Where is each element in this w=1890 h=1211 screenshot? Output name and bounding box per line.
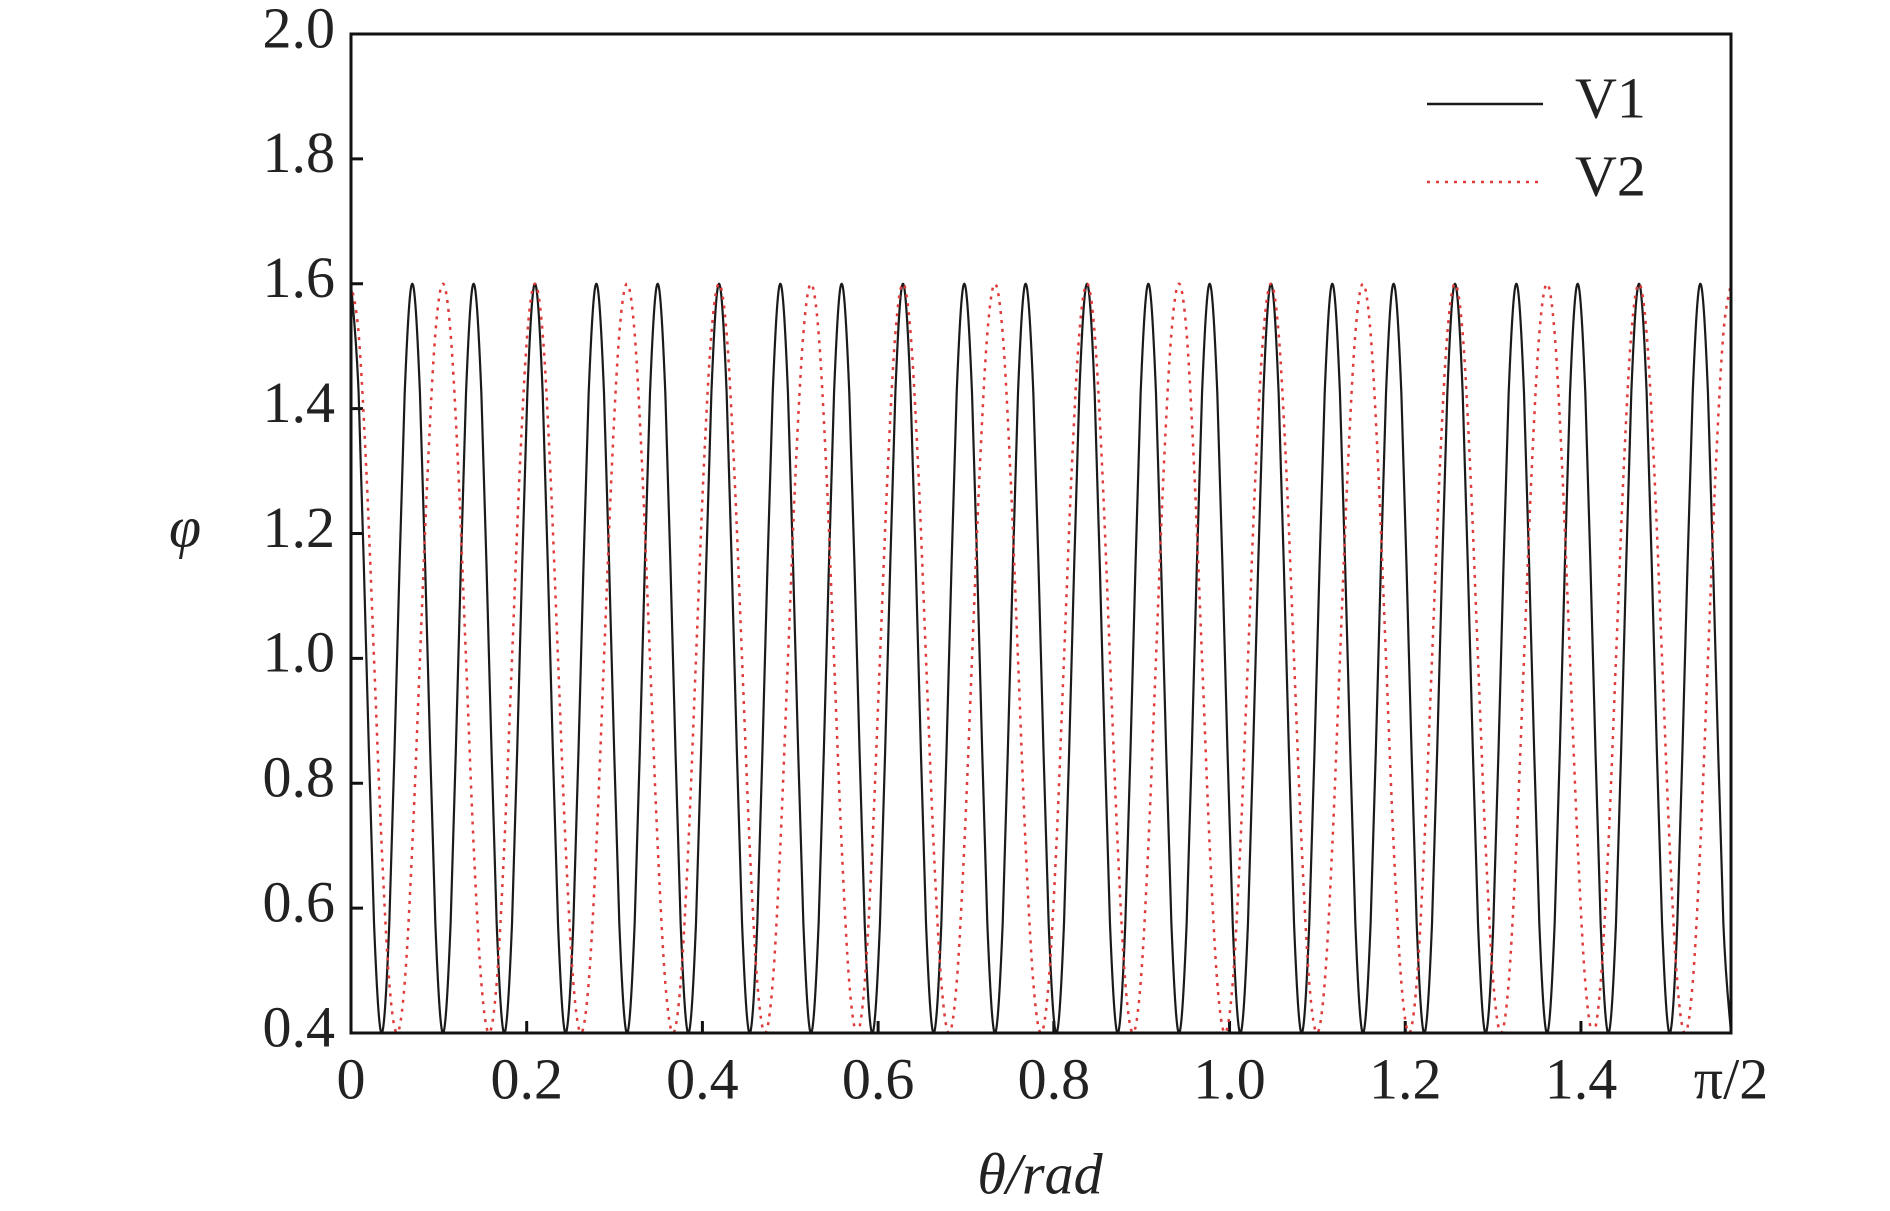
plot-area — [351, 282, 1731, 1033]
x-tick-label: 1.4 — [1545, 1046, 1618, 1111]
x-tick-label: 0.4 — [666, 1046, 739, 1111]
x-tick-label: 0.2 — [490, 1046, 563, 1111]
x-axis-title: θ/rad — [977, 1141, 1103, 1206]
y-tick-label: 1.6 — [263, 245, 336, 310]
y-tick-label: 0.8 — [263, 745, 336, 810]
y-tick-label: 1.4 — [263, 370, 336, 435]
legend-label: V2 — [1575, 143, 1646, 208]
y-tick-label: 1.2 — [263, 495, 336, 560]
x-tick-label: 0 — [337, 1046, 366, 1111]
x-tick-label: 0.8 — [1018, 1046, 1091, 1111]
legend-label: V1 — [1575, 65, 1646, 130]
y-tick-label: 2.0 — [263, 0, 336, 60]
y-tick-label: 0.4 — [263, 994, 336, 1059]
x-tick-label: 1.2 — [1369, 1046, 1442, 1111]
x-tick-label: 0.6 — [842, 1046, 915, 1111]
y-tick-label: 0.6 — [263, 869, 336, 934]
y-tick-label: 1.0 — [263, 620, 336, 685]
x-tick-label: π/2 — [1694, 1046, 1768, 1111]
plot-frame — [349, 32, 1733, 1035]
y-axis-title: φ — [169, 494, 201, 559]
x-tick-label: 1.0 — [1193, 1046, 1266, 1111]
series-line — [351, 282, 1731, 1033]
y-tick-label: 1.8 — [263, 120, 336, 185]
